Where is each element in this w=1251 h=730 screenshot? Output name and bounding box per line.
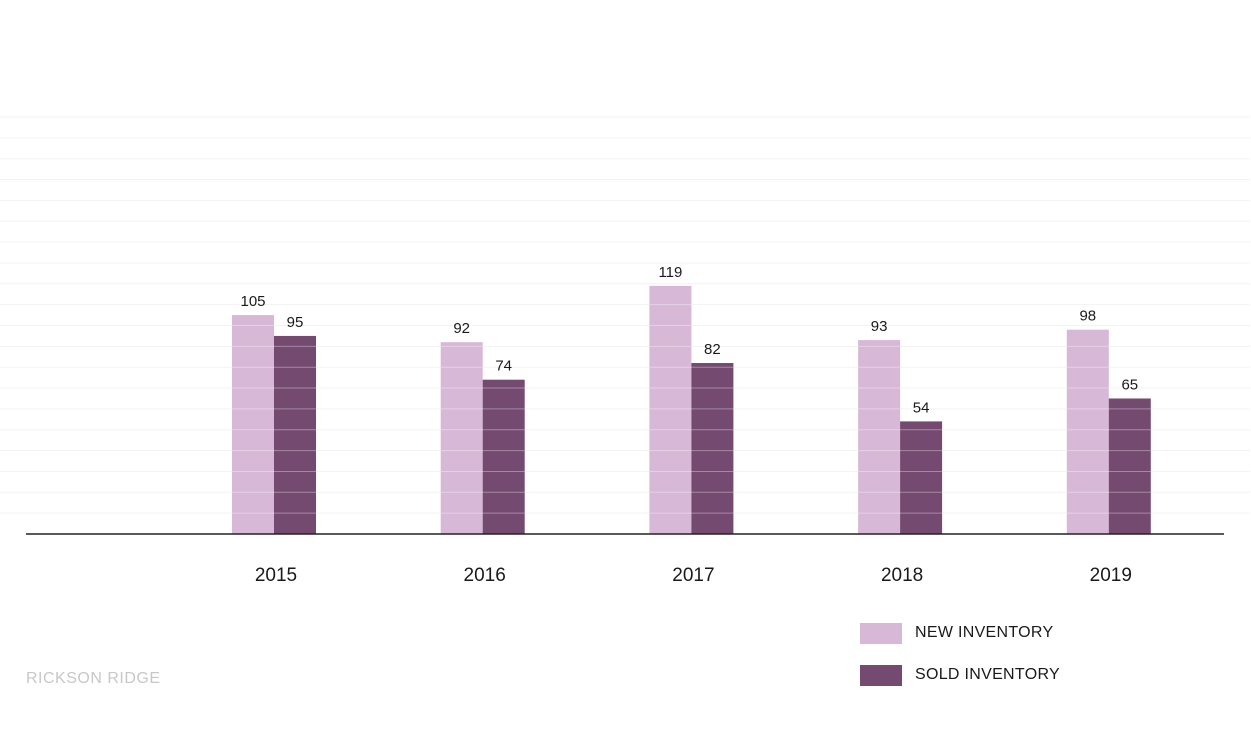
legend-label-new-inventory: NEW INVENTORY bbox=[915, 624, 1054, 641]
bar-new-inventory-2016 bbox=[440, 342, 483, 534]
data-label-sold-inventory-2018: 54 bbox=[913, 399, 930, 416]
data-label-new-inventory-2016: 92 bbox=[453, 320, 470, 337]
bar-sold-inventory-2016 bbox=[482, 379, 525, 534]
data-label-sold-inventory-2017: 82 bbox=[704, 341, 721, 358]
x-tick-label-2016: 2016 bbox=[464, 565, 506, 586]
value-labels: 105 95 92 74 119 82 93 54 98 65 bbox=[240, 264, 1138, 417]
data-label-new-inventory-2015: 105 bbox=[240, 293, 265, 310]
legend: NEW INVENTORY SOLD INVENTORY bbox=[860, 622, 1060, 706]
gridlines bbox=[0, 116, 1250, 514]
data-label-sold-inventory-2015: 95 bbox=[287, 314, 304, 331]
x-axis-tick-labels: 2015 2016 2017 2018 2019 bbox=[255, 565, 1132, 586]
bar-sold-inventory-2015 bbox=[274, 335, 316, 534]
bar-sold-inventory-2018 bbox=[900, 421, 943, 534]
bar-new-inventory-2018 bbox=[858, 340, 901, 534]
bar-stripes bbox=[232, 304, 1151, 514]
bars bbox=[232, 285, 1151, 534]
bar-new-inventory-2015 bbox=[232, 315, 274, 534]
x-tick-label-2017: 2017 bbox=[672, 565, 714, 586]
bar-new-inventory-2019 bbox=[1066, 329, 1109, 534]
data-label-sold-inventory-2016: 74 bbox=[495, 358, 512, 375]
legend-item-new-inventory: NEW INVENTORY bbox=[860, 622, 1060, 644]
legend-item-sold-inventory: SOLD INVENTORY bbox=[860, 664, 1060, 686]
legend-swatch-new-inventory bbox=[860, 622, 902, 644]
x-tick-label-2015: 2015 bbox=[255, 565, 297, 586]
data-label-sold-inventory-2019: 65 bbox=[1121, 376, 1138, 393]
bar-new-inventory-2017 bbox=[649, 285, 692, 534]
x-tick-label-2019: 2019 bbox=[1090, 565, 1132, 586]
legend-label-sold-inventory: SOLD INVENTORY bbox=[915, 666, 1060, 683]
data-label-new-inventory-2017: 119 bbox=[658, 264, 682, 281]
data-label-new-inventory-2019: 98 bbox=[1079, 308, 1096, 325]
legend-swatch-sold-inventory bbox=[860, 664, 902, 686]
x-tick-label-2018: 2018 bbox=[881, 565, 923, 586]
data-label-new-inventory-2018: 93 bbox=[871, 318, 888, 335]
brand-watermark: RICKSON RIDGE bbox=[26, 670, 161, 687]
bar-sold-inventory-2017 bbox=[691, 363, 734, 534]
bar-sold-inventory-2019 bbox=[1108, 398, 1151, 534]
